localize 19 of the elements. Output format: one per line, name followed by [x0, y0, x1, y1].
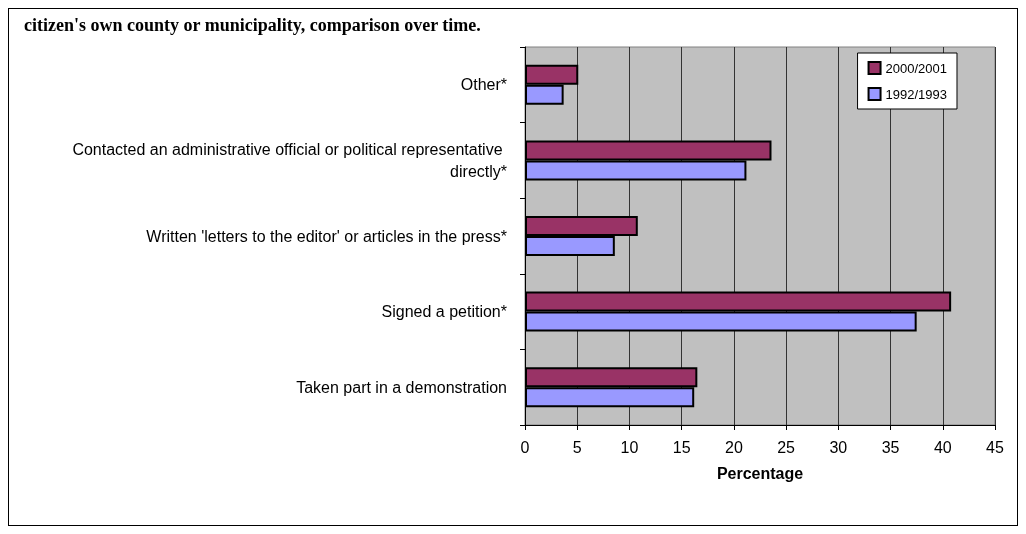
x-tick-label: 5	[572, 438, 582, 456]
y-tick-label: Taken part in a demonstration	[296, 378, 507, 396]
x-tick-label: 15	[672, 438, 691, 456]
x-tick-label: 30	[829, 438, 848, 456]
x-tick-label: 20	[724, 438, 743, 456]
text: citizen's own county or municipality, comparison over time.	[24, 15, 481, 35]
legend-label: 2000/2001	[885, 60, 947, 76]
x-tick-label: 25	[777, 438, 796, 456]
y-tick-label: Other*	[460, 76, 507, 94]
x-tick-label: 10	[620, 438, 639, 456]
x-tick-label: 0	[520, 438, 530, 456]
y-tick-label: Written 'letters to the editor' or articles in the press*	[146, 227, 507, 245]
y-tick-label: Contacted an administrative official or political representative directly*	[72, 140, 507, 180]
y-tick-label: Signed a petition*	[381, 303, 507, 321]
x-tick-label: 45	[986, 438, 1004, 456]
legend-label: 1992/1993	[885, 86, 947, 102]
x-tick-label: 35	[881, 438, 900, 456]
x-tick-label: 40	[933, 438, 952, 456]
x-axis-title: Percentage	[716, 464, 804, 482]
